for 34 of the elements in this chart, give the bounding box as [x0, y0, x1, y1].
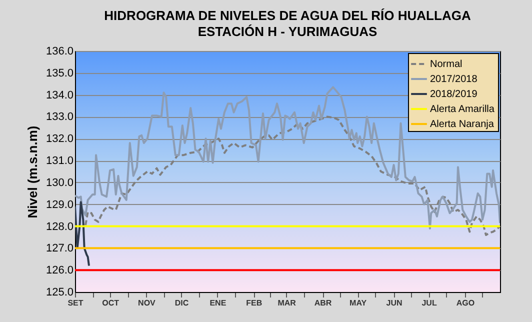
- legend-label: 2017/2018: [430, 74, 478, 85]
- y-tick-label: 127.0: [46, 242, 74, 255]
- x-tick-label: DIC: [174, 298, 189, 308]
- y-tick-label: 126.0: [46, 264, 74, 277]
- legend-label: 2018/2019: [430, 89, 478, 100]
- x-tick-label: AGO: [456, 298, 475, 308]
- x-tick-label: MAY: [350, 298, 368, 308]
- y-tick-label: 130.0: [46, 176, 74, 189]
- chart-title: HIDROGRAMA DE NIVELES DE AGUA DEL RÍO HUALLAGA: [104, 8, 472, 23]
- x-tick-label: MAR: [278, 298, 296, 308]
- y-tick-label: 134.0: [46, 89, 74, 102]
- x-tick-label: ABR: [314, 298, 332, 308]
- y-tick-label: 125.0: [46, 286, 74, 298]
- y-tick-label: 131.0: [46, 155, 74, 168]
- y-tick-label: 128.0: [46, 220, 74, 233]
- x-tick-label: JUN: [386, 298, 402, 308]
- y-tick-label: 135.0: [46, 67, 74, 80]
- y-tick-label: 133.0: [46, 111, 74, 124]
- legend-label: Alerta Amarilla: [430, 104, 495, 115]
- x-tick-label: JUL: [422, 298, 437, 308]
- y-tick-label: 136.0: [46, 46, 74, 58]
- chart-subtitle: ESTACIÓN H - YURIMAGUAS: [198, 24, 378, 39]
- x-tick-label: OCT: [102, 298, 120, 308]
- x-tick-label: FEB: [246, 298, 262, 308]
- y-axis-title: Nivel (m.s.n.m): [24, 126, 40, 218]
- x-tick-label: NOV: [138, 298, 156, 308]
- line-series: [75, 86, 500, 230]
- y-tick-label: 132.0: [46, 133, 74, 146]
- line-series: [75, 201, 90, 267]
- y-tick-label: 129.0: [46, 198, 74, 211]
- legend-label: Alerta Naranja: [430, 119, 494, 130]
- x-tick-label: ENE: [210, 298, 227, 308]
- legend-label: Normal: [430, 59, 462, 70]
- x-tick-label: SET: [68, 298, 84, 308]
